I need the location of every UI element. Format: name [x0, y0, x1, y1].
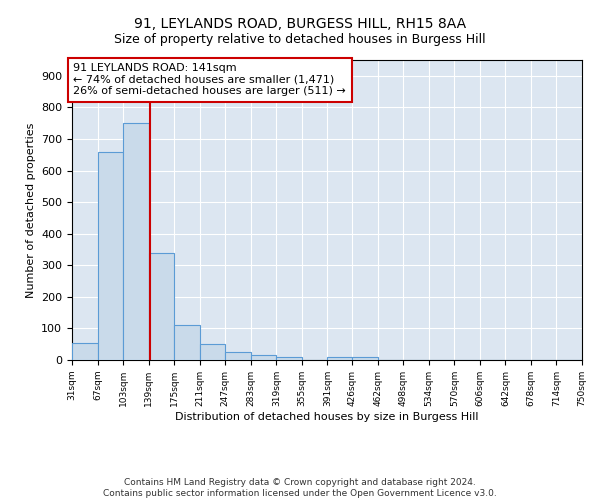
X-axis label: Distribution of detached houses by size in Burgess Hill: Distribution of detached houses by size …: [175, 412, 479, 422]
Bar: [72, 342, 98, 360]
Bar: [98, 152, 123, 360]
Bar: [200, 344, 225, 360]
Bar: [225, 352, 251, 360]
Text: Contains HM Land Registry data © Crown copyright and database right 2024.
Contai: Contains HM Land Registry data © Crown c…: [103, 478, 497, 498]
Bar: [123, 123, 149, 360]
Text: Size of property relative to detached houses in Burgess Hill: Size of property relative to detached ho…: [114, 32, 486, 46]
Bar: [276, 357, 302, 360]
Bar: [174, 326, 200, 360]
Bar: [251, 356, 276, 360]
Bar: [352, 357, 378, 360]
Bar: [149, 252, 174, 360]
Y-axis label: Number of detached properties: Number of detached properties: [26, 122, 35, 298]
Text: 91 LEYLANDS ROAD: 141sqm
← 74% of detached houses are smaller (1,471)
26% of sem: 91 LEYLANDS ROAD: 141sqm ← 74% of detach…: [73, 63, 346, 96]
Bar: [328, 357, 352, 360]
Text: 91, LEYLANDS ROAD, BURGESS HILL, RH15 8AA: 91, LEYLANDS ROAD, BURGESS HILL, RH15 8A…: [134, 18, 466, 32]
